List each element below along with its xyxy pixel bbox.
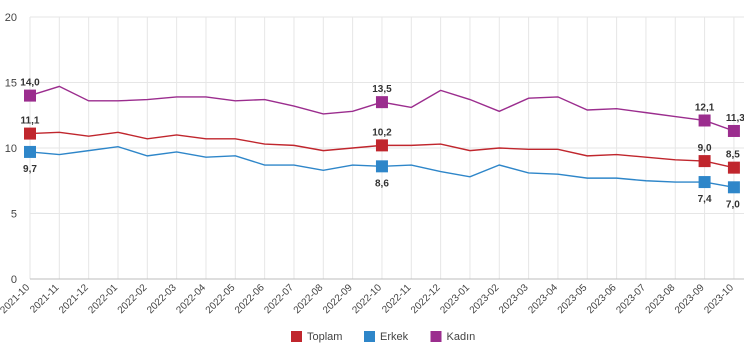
- x-tick-label: 2023-01: [438, 282, 472, 316]
- x-tick-label: 2022-03: [145, 282, 179, 316]
- data-point-kad-n: [698, 114, 711, 127]
- x-tick-label: 2022-08: [292, 282, 326, 316]
- data-labels: 11,1 10,2 9,0 8,5 9,7 8,6 7,4 7,0 14,0 13,5 12,1 11…: [20, 78, 744, 211]
- y-tick-label: 10: [5, 143, 17, 155]
- legend-label-toplam: Toplam: [307, 331, 342, 343]
- x-tick-label: 2022-12: [409, 282, 443, 316]
- x-tick-label: 2022-01: [86, 282, 120, 316]
- x-tick-label: 2021-12: [57, 282, 91, 316]
- x-tick-label: 2022-04: [174, 282, 208, 316]
- x-tick-label: 2023-03: [497, 282, 531, 316]
- x-tick-label: 2022-10: [350, 282, 384, 316]
- series-layer: [24, 85, 740, 194]
- data-label-erkek: 9,7: [23, 164, 37, 175]
- x-tick-label: 2022-09: [321, 282, 355, 316]
- data-point-toplam: [24, 127, 36, 140]
- x-tick-label: 2021-11: [28, 282, 62, 316]
- legend: Toplam Erkek Kadın: [291, 331, 475, 343]
- axes: 051015202021-102021-112021-122022-012022…: [0, 12, 736, 316]
- data-point-kad-n: [375, 96, 388, 109]
- x-tick-label: 2023-08: [644, 282, 678, 316]
- legend-label-erkek: Erkek: [380, 331, 409, 343]
- y-tick-label: 5: [11, 209, 17, 221]
- data-point-erkek: [24, 145, 36, 158]
- x-tick-label: 2022-07: [262, 282, 296, 316]
- y-tick-label: 20: [5, 12, 17, 24]
- data-point-kad-n: [727, 124, 740, 137]
- data-label-toplam: 10,2: [372, 127, 392, 138]
- data-label-kad-n: 14,0: [20, 78, 40, 89]
- data-label-kad-n: 13,5: [372, 84, 392, 95]
- data-point-kad-n: [24, 89, 36, 102]
- x-tick-label: 2022-11: [380, 282, 414, 316]
- y-tick-label: 15: [5, 78, 17, 90]
- x-tick-label: 2023-10: [702, 282, 736, 316]
- legend-label-kad-n: Kadın: [447, 331, 476, 343]
- data-point-erkek: [698, 176, 711, 189]
- x-tick-label: 2023-09: [673, 282, 707, 316]
- data-label-kad-n: 12,1: [695, 102, 715, 113]
- data-point-toplam: [375, 139, 388, 152]
- y-tick-label: 0: [11, 274, 17, 286]
- data-label-kad-n: 11,3: [726, 113, 744, 124]
- x-tick-label: 2023-07: [614, 282, 648, 316]
- data-label-toplam: 11,1: [21, 116, 40, 127]
- data-label-erkek: 7,4: [698, 194, 712, 205]
- data-label-erkek: 8,6: [375, 178, 389, 189]
- data-point-toplam: [727, 161, 740, 174]
- data-label-toplam: 9,0: [698, 143, 712, 154]
- x-tick-label: 2023-02: [468, 282, 502, 316]
- data-label-toplam: 8,5: [726, 150, 740, 161]
- x-tick-label: 2023-05: [556, 282, 590, 316]
- x-tick-label: 2023-04: [526, 282, 560, 316]
- legend-swatch-toplam: [291, 331, 302, 342]
- data-point-erkek: [727, 181, 740, 194]
- legend-swatch-kad-n: [430, 331, 442, 342]
- x-tick-label: 2022-02: [116, 282, 150, 316]
- legend-swatch-erkek: [364, 331, 375, 342]
- data-point-erkek: [375, 160, 388, 173]
- data-point-toplam: [698, 155, 711, 168]
- x-tick-label: 2023-06: [585, 282, 619, 316]
- data-label-erkek: 7,0: [726, 199, 740, 210]
- x-tick-label: 2022-06: [233, 282, 267, 316]
- x-tick-label: 2022-05: [204, 282, 238, 316]
- x-tick-label: 2021-10: [0, 282, 32, 316]
